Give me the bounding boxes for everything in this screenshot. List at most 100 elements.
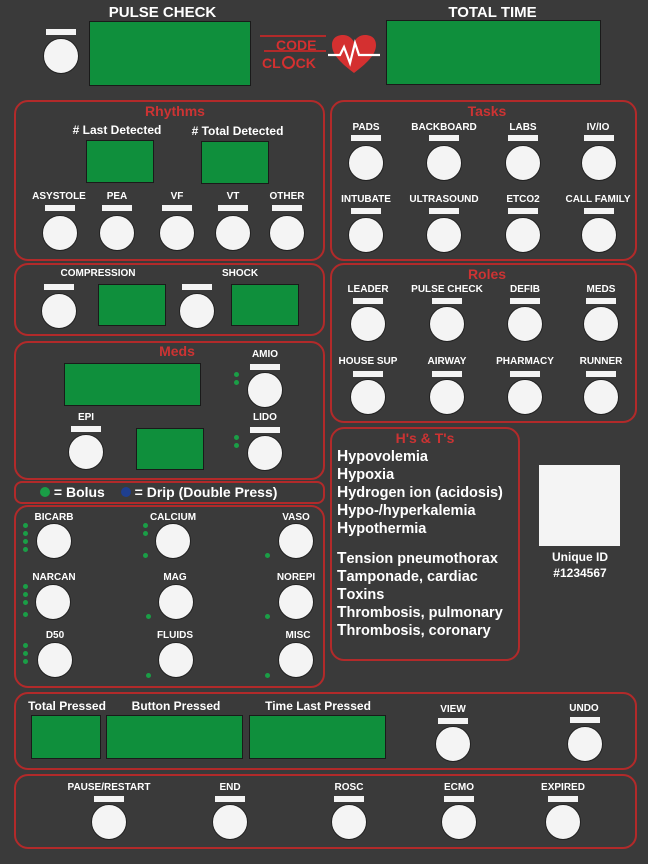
unique-id-label: Unique ID <box>552 550 608 564</box>
mag-button[interactable] <box>158 584 194 620</box>
lido-button[interactable] <box>247 435 283 471</box>
runner-indicator <box>586 371 616 377</box>
expired-button[interactable] <box>545 804 581 840</box>
expired-label: EXPIRED <box>541 782 585 793</box>
other-indicator <box>272 205 302 211</box>
asystole-button[interactable] <box>42 215 78 251</box>
d50-button[interactable] <box>37 642 73 678</box>
vt-button[interactable] <box>215 215 251 251</box>
view-button[interactable] <box>435 726 471 762</box>
norepi-label: NOREPI <box>276 572 316 583</box>
fluids-label: FLUIDS <box>156 630 194 641</box>
vt-indicator <box>218 205 248 211</box>
rhythms-section <box>14 100 325 261</box>
narcan-button[interactable] <box>35 584 71 620</box>
view-indicator <box>438 718 468 724</box>
misc-button[interactable] <box>278 642 314 678</box>
bolus-dot-icon <box>40 487 50 497</box>
call-family-button[interactable] <box>581 217 617 253</box>
leader-button[interactable] <box>350 306 386 342</box>
misc-label: MISC <box>285 630 311 641</box>
runner-button[interactable] <box>583 379 619 415</box>
pea-button[interactable] <box>99 215 135 251</box>
leader-indicator <box>353 298 383 304</box>
t-list: Tension pneumothorax Tamponade, cardiac … <box>337 550 503 640</box>
amio-led-1 <box>234 372 239 377</box>
compression-shock-section <box>14 263 325 336</box>
pulse-check-role-button[interactable] <box>429 306 465 342</box>
drip-legend-label: = Drip (Double Press) <box>134 484 278 500</box>
etco2-label: ETCO2 <box>506 194 540 205</box>
etco2-button[interactable] <box>505 217 541 253</box>
undo-button[interactable] <box>567 726 603 762</box>
defib-button[interactable] <box>507 306 543 342</box>
narcan-led-1 <box>23 584 28 589</box>
h-item: Hypothermia <box>337 520 427 537</box>
pharmacy-indicator <box>510 371 540 377</box>
pause-restart-indicator <box>94 796 124 802</box>
compression-label: COMPRESSION <box>60 268 136 279</box>
last-detected-label: # Last Detected <box>72 123 162 137</box>
ultrasound-button[interactable] <box>426 217 462 253</box>
epi-label: EPI <box>77 412 95 423</box>
meds-role-button[interactable] <box>583 306 619 342</box>
labs-button[interactable] <box>505 145 541 181</box>
logo-clock-text: CL CK <box>262 55 316 71</box>
t-item: Tension pneumothorax <box>337 550 498 567</box>
ivio-indicator <box>584 135 614 141</box>
compression-button[interactable] <box>41 293 77 329</box>
rosc-button[interactable] <box>331 804 367 840</box>
hs-ts-title: H's & T's <box>395 430 455 446</box>
h-item: Hydrogen ion (acidosis) <box>337 484 503 501</box>
ivio-button[interactable] <box>581 145 617 181</box>
time-last-pressed-display <box>249 715 386 759</box>
epi-button[interactable] <box>68 434 104 470</box>
pads-indicator <box>351 135 381 141</box>
undo-label: UNDO <box>569 703 599 714</box>
airway-indicator <box>432 371 462 377</box>
shock-label: SHOCK <box>221 268 259 279</box>
narcan-led-3 <box>23 600 28 605</box>
t-item: Toxins <box>337 586 385 603</box>
backboard-button[interactable] <box>426 145 462 181</box>
vf-button[interactable] <box>159 215 195 251</box>
pulse-check-button[interactable] <box>43 38 79 74</box>
pads-label: PADS <box>352 122 380 133</box>
amio-button[interactable] <box>247 372 283 408</box>
shock-button[interactable] <box>179 293 215 329</box>
total-detected-display <box>201 141 269 184</box>
airway-button[interactable] <box>429 379 465 415</box>
total-time-title: TOTAL TIME <box>448 4 537 21</box>
last-detected-display <box>86 140 154 183</box>
logo-code-text: CODE <box>276 37 317 53</box>
legend: = Bolus = Drip (Double Press) <box>40 484 277 500</box>
other-button[interactable] <box>269 215 305 251</box>
h-list: Hypovolemia Hypoxia Hydrogen ion (acidos… <box>337 448 503 538</box>
house-sup-button[interactable] <box>350 379 386 415</box>
other-label: OTHER <box>269 191 305 202</box>
tasks-section <box>330 100 637 261</box>
bicarb-label: BICARB <box>34 512 74 523</box>
pads-button[interactable] <box>348 145 384 181</box>
calcium-button[interactable] <box>155 523 191 559</box>
vaso-button[interactable] <box>278 523 314 559</box>
fluids-button[interactable] <box>158 642 194 678</box>
vt-label: VT <box>226 191 240 202</box>
meds-display <box>64 363 201 406</box>
total-pressed-display <box>31 715 101 759</box>
end-button[interactable] <box>212 804 248 840</box>
ecmo-button[interactable] <box>441 804 477 840</box>
pause-restart-button[interactable] <box>91 804 127 840</box>
intubate-label: INTUBATE <box>341 194 391 205</box>
intubate-indicator <box>351 208 381 214</box>
rhythms-title: Rhythms <box>145 103 205 119</box>
d50-led-1 <box>23 643 28 648</box>
h-item: Hypoxia <box>337 466 395 483</box>
bicarb-button[interactable] <box>36 523 72 559</box>
norepi-button[interactable] <box>278 584 314 620</box>
clock-icon <box>281 56 295 69</box>
pulse-check-title: PULSE CHECK <box>108 4 217 21</box>
pea-label: PEA <box>106 191 128 202</box>
intubate-button[interactable] <box>348 217 384 253</box>
pharmacy-button[interactable] <box>507 379 543 415</box>
